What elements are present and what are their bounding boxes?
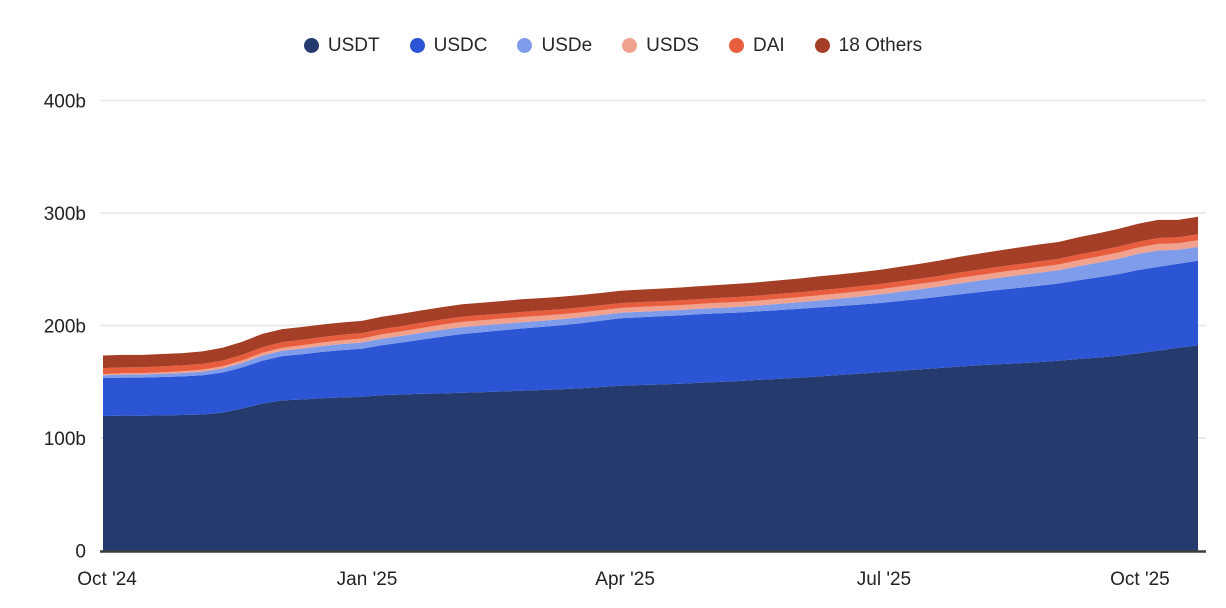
area-18-others[interactable] [103, 216, 1198, 369]
y-axis-tick-200b: 200b [44, 317, 86, 338]
x-axis-tick-oct-25: Oct '25 [1110, 569, 1170, 590]
legend-label-usde: USDe [541, 35, 593, 56]
legend-item-usdt[interactable]: USDT [303, 35, 380, 56]
x-axis-tick-jan-25: Jan '25 [337, 569, 398, 590]
area-usds[interactable] [103, 240, 1198, 376]
legend-swatch-icon-18-others [814, 38, 830, 53]
legend-label-usdc: USDC [433, 35, 488, 56]
legend-swatch-icon-dai [728, 38, 744, 53]
legend-swatch-icon-usds [622, 38, 638, 53]
y-axis-tick-300b: 300b [44, 204, 86, 225]
legend-item-usds[interactable]: USDS [622, 36, 699, 55]
x-axis-tick-jul-25: Jul '25 [857, 569, 911, 590]
y-axis-tick-100b: 100b [44, 429, 86, 450]
legend-swatch-icon-usdc [409, 38, 425, 53]
legend-label-usds: USDS [646, 35, 699, 56]
area-dai[interactable] [103, 234, 1198, 375]
legend-item-18-others[interactable]: 18 Others [814, 35, 923, 56]
legend-swatch-icon-usdt [303, 38, 319, 53]
legend-item-usde[interactable]: USDe [517, 36, 592, 55]
area-usde[interactable] [103, 247, 1198, 379]
legend-item-usdc[interactable]: USDC [409, 35, 488, 56]
x-axis-tick-oct-24: Oct '24 [77, 569, 137, 590]
legend-label-usdt: USDT [327, 35, 380, 56]
chart-legend: USDT USDC USDe USDS DAI 18 Others [0, 36, 1226, 55]
legend-swatch-icon-usde [517, 38, 533, 53]
legend-label-18-others: 18 Others [838, 35, 923, 56]
x-axis-tick-apr-25: Apr '25 [595, 569, 655, 590]
area-usdc[interactable] [103, 260, 1198, 416]
legend-item-dai[interactable]: DAI [728, 35, 785, 56]
area-usdt[interactable] [103, 345, 1198, 551]
y-axis-tick-400b: 400b [44, 92, 86, 113]
y-axis-tick-0: 0 [75, 542, 86, 563]
legend-label-dai: DAI [752, 35, 785, 56]
